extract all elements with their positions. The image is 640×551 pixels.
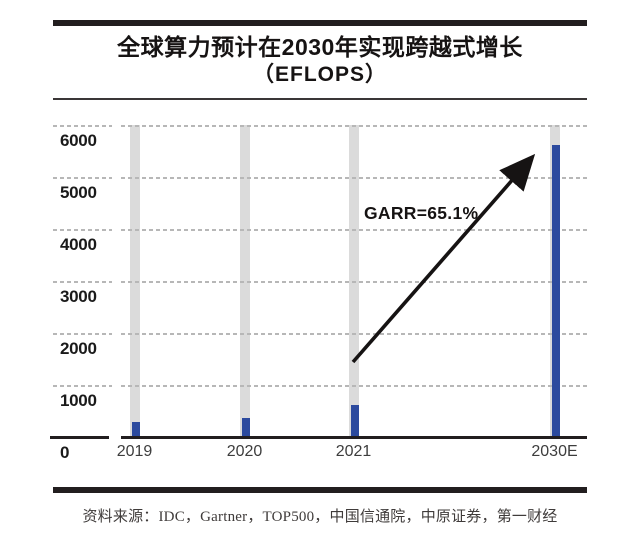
x-tick-label-2021: 2021 — [335, 443, 372, 460]
gridline-left-2000 — [53, 332, 112, 335]
y-tick-label-2000: 2000 — [60, 338, 97, 358]
bar-2021 — [350, 404, 359, 437]
gridline-6000 — [121, 124, 587, 127]
growth-rate-label: GARR=65.1% — [364, 203, 479, 223]
gridline-5000 — [121, 176, 587, 179]
gridline-left-1000 — [53, 384, 112, 387]
gridline-3000 — [121, 280, 587, 283]
x-tick-label-2030E: 2030E — [531, 443, 578, 460]
y-tick-label-0: 0 — [60, 442, 70, 462]
gridline-1000 — [121, 384, 587, 387]
y-tick-label-4000: 4000 — [60, 234, 97, 254]
top-rule — [53, 20, 587, 26]
y-tick-label-5000: 5000 — [60, 182, 97, 202]
y-tick-label-1000: 1000 — [60, 390, 97, 410]
bar-2019 — [131, 422, 140, 437]
x-axis-baseline — [121, 435, 587, 439]
chart-header: 全球算力预计在2030年实现跨越式增长 （EFLOPS） — [53, 33, 587, 87]
x-tick-label-2019: 2019 — [116, 443, 153, 460]
y-axis-zero-segment — [50, 435, 109, 439]
gridline-left-6000 — [53, 124, 112, 127]
gridline-left-4000 — [53, 228, 112, 231]
gridline-left-3000 — [53, 280, 112, 283]
bottom-rule — [53, 487, 587, 493]
x-tick-label-2020: 2020 — [226, 443, 263, 460]
gridline-4000 — [121, 228, 587, 231]
gridline-left-5000 — [53, 176, 112, 179]
bar-2030E — [551, 145, 560, 437]
y-tick-label-6000: 6000 — [60, 130, 97, 150]
bar-2020 — [241, 417, 250, 437]
data-source: 资料来源：IDC，Gartner，TOP500，中国信通院，中原证券，第一财经 — [82, 509, 558, 525]
header-divider — [53, 98, 587, 100]
chart-title-unit: （EFLOPS） — [252, 63, 387, 86]
gridline-2000 — [121, 332, 587, 335]
chart-title: 全球算力预计在2030年实现跨越式增长 — [117, 34, 523, 60]
y-tick-label-3000: 3000 — [60, 286, 97, 306]
